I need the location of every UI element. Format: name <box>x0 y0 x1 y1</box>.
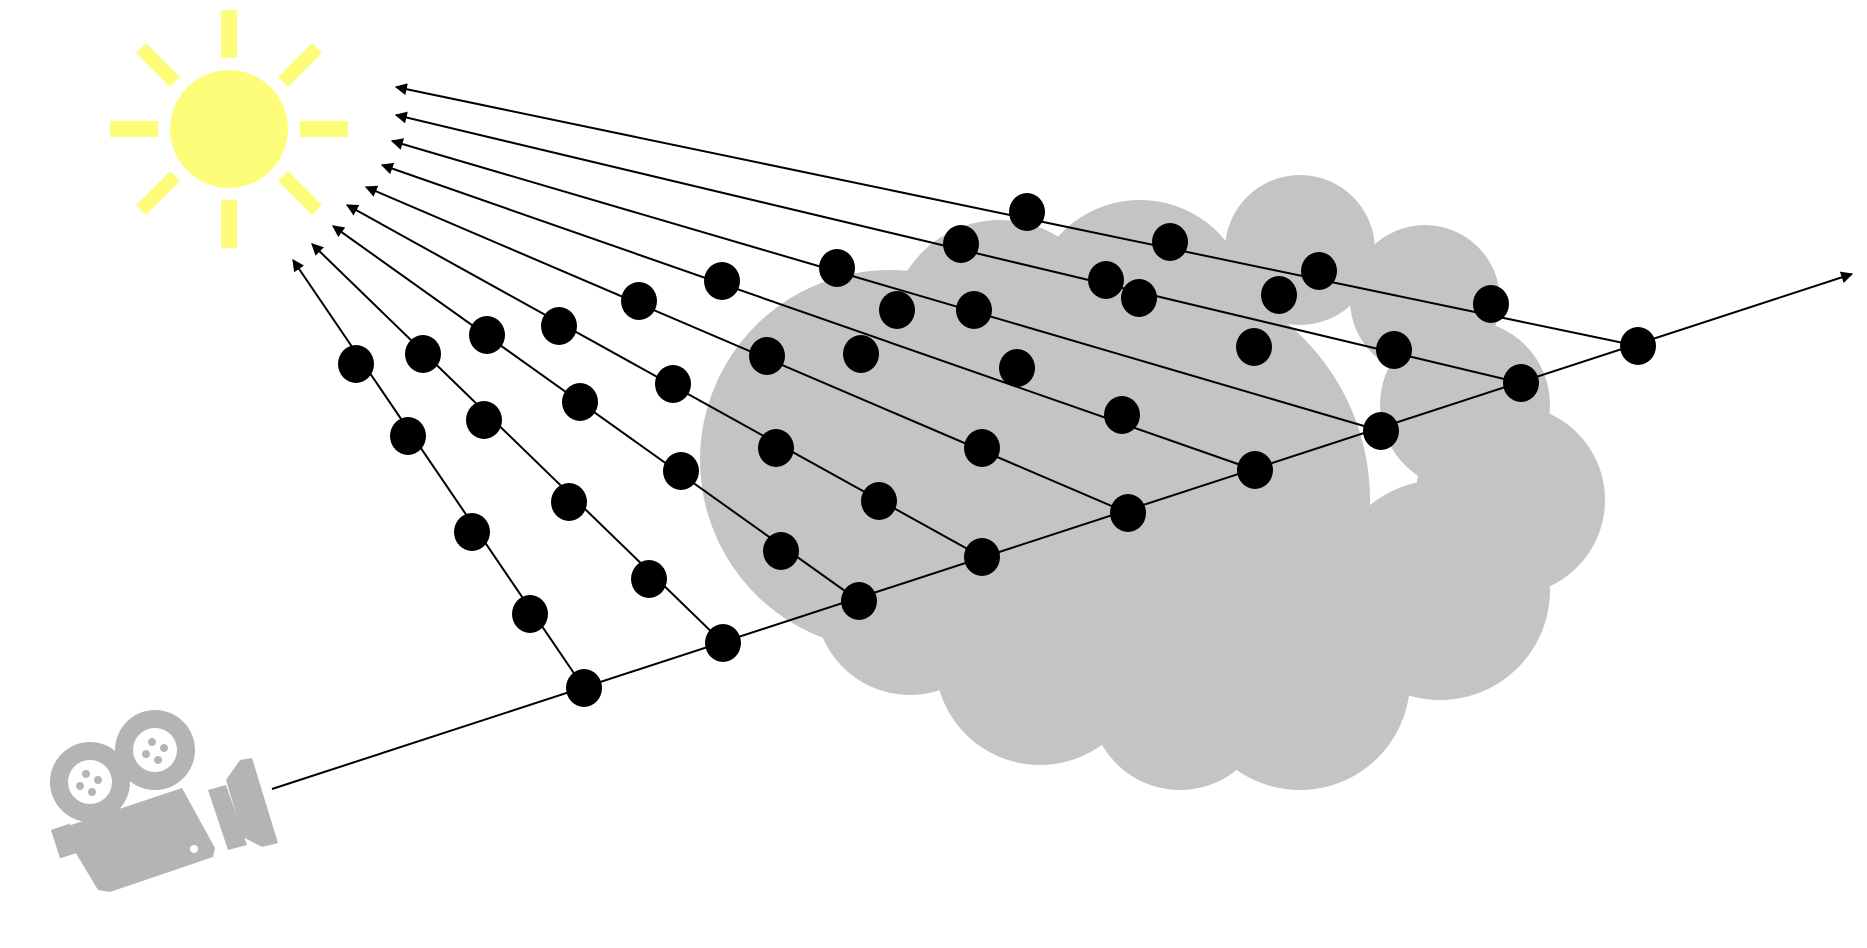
camera-reel-right <box>133 728 177 772</box>
primary-sample-point-3 <box>841 582 877 620</box>
shadow-sample-point-1-3 <box>390 417 426 455</box>
primary-ray <box>271 271 1854 790</box>
shadow-sample-point-7-2 <box>1121 279 1157 317</box>
shadow-sample-point-7-4 <box>819 249 855 287</box>
shadow-sample-point-9-1 <box>1473 285 1509 323</box>
shadow-sample-point-4-3 <box>655 365 691 403</box>
primary-sample-point-6 <box>1237 451 1273 489</box>
shadow-ray-7 <box>390 138 1382 432</box>
primary-sample-point-1 <box>566 669 602 707</box>
primary-sample-point-4 <box>964 538 1000 576</box>
shadow-sample-point-4-2 <box>758 429 794 467</box>
shadow-sample-point-5-3 <box>749 337 785 375</box>
shadow-sample-point-4-4 <box>541 307 577 345</box>
shadow-sample-point-3-1 <box>763 532 799 570</box>
shadow-sample-point-2-1 <box>631 560 667 598</box>
primary-sample-point-5 <box>1110 494 1146 532</box>
shadow-sample-point-5-1 <box>964 429 1000 467</box>
primary-sample-point-9 <box>1620 327 1656 365</box>
shadow-sample-point-1-2 <box>454 513 490 551</box>
shadow-sample-point-3-2 <box>663 452 699 490</box>
primary-sample-point-7 <box>1363 412 1399 450</box>
primary-sample-point-2 <box>705 624 741 662</box>
shadow-sample-point-9-3 <box>1152 223 1188 261</box>
shadow-sample-point-6-2 <box>999 349 1035 387</box>
shadow-sample-point-2-3 <box>466 401 502 439</box>
shadow-sample-point-1-4 <box>338 345 374 383</box>
shadow-sample-point-2-2 <box>551 483 587 521</box>
shadow-ray-5 <box>364 185 1129 514</box>
shadow-sample-point-2-4 <box>405 335 441 373</box>
sample-points-layer <box>338 193 1656 707</box>
shadow-sample-point-7-3 <box>956 291 992 329</box>
shadow-sample-point-4-1 <box>861 482 897 520</box>
camera-indicator-dot <box>190 845 198 853</box>
shadow-sample-point-6-3 <box>879 291 915 329</box>
shadow-sample-point-1-1 <box>512 595 548 633</box>
camera-reel-holes <box>76 738 168 796</box>
shadow-sample-point-3-4 <box>469 316 505 354</box>
shadow-sample-point-6-4 <box>704 262 740 300</box>
sun-icon <box>110 10 348 248</box>
shadow-sample-point-8-1 <box>1376 331 1412 369</box>
shadow-sample-point-5-4 <box>621 282 657 320</box>
shadow-sample-point-9-4 <box>1009 193 1045 231</box>
shadow-sample-point-3-3 <box>562 383 598 421</box>
shadow-sample-point-7-1 <box>1236 328 1272 366</box>
shadow-sample-point-8-4 <box>943 225 979 263</box>
primary-sample-point-8 <box>1503 364 1539 402</box>
shadow-sample-point-5-2 <box>843 335 879 373</box>
shadow-sample-point-8-3 <box>1088 261 1124 299</box>
camera-reel-left <box>68 760 112 804</box>
shadow-sample-point-9-2 <box>1301 252 1337 290</box>
shadow-sample-point-8-2 <box>1261 276 1297 314</box>
movie-camera-icon <box>50 710 278 892</box>
shadow-sample-point-6-1 <box>1104 396 1140 434</box>
